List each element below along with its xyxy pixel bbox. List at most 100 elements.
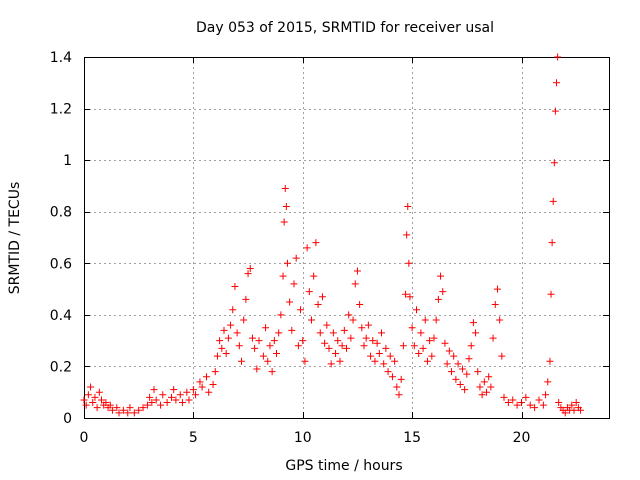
data-point <box>434 295 442 303</box>
data-point <box>268 368 276 376</box>
data-point <box>135 406 143 414</box>
data-point <box>273 350 280 358</box>
data-point <box>264 357 272 365</box>
data-point <box>336 357 344 365</box>
data-point <box>450 352 458 360</box>
data-point <box>421 316 429 324</box>
data-point <box>410 342 418 350</box>
data-point <box>314 301 322 309</box>
data-point <box>551 107 559 115</box>
data-point <box>423 357 431 365</box>
data-point <box>489 334 497 342</box>
data-point <box>157 401 165 409</box>
data-point <box>413 306 420 314</box>
data-point <box>255 337 263 345</box>
data-point <box>227 321 235 329</box>
data-point <box>349 316 357 324</box>
data-point <box>437 272 445 280</box>
data-point <box>211 368 219 376</box>
data-point <box>550 159 558 167</box>
data-point <box>395 391 403 399</box>
data-point <box>95 388 103 396</box>
x-tick-label: 15 <box>403 430 421 446</box>
data-point <box>279 272 287 280</box>
data-point <box>216 337 224 345</box>
data-point <box>568 401 576 409</box>
data-point <box>238 357 245 365</box>
data-point <box>577 406 585 414</box>
data-point <box>572 399 580 407</box>
data-point <box>259 352 267 360</box>
data-point <box>139 404 147 412</box>
data-point <box>244 270 252 278</box>
data-point <box>203 373 210 381</box>
data-point <box>373 339 381 347</box>
data-point <box>522 393 530 401</box>
data-point <box>487 383 495 391</box>
data-point <box>262 324 270 332</box>
data-point <box>467 342 475 350</box>
data-point <box>224 334 232 342</box>
data-point <box>498 352 506 360</box>
data-point <box>480 378 488 386</box>
grid <box>84 57 609 418</box>
data-point <box>185 396 193 404</box>
data-point <box>375 350 383 358</box>
y-axis-label: SRMTID / TECUs <box>7 182 23 295</box>
data-point <box>419 344 427 352</box>
data-point <box>439 288 447 296</box>
data-point <box>130 409 138 417</box>
data-point <box>119 406 127 414</box>
data-point <box>369 337 377 345</box>
data-point <box>391 357 399 365</box>
data-point <box>478 391 486 399</box>
data-point <box>159 391 167 399</box>
data-point <box>378 329 385 337</box>
data-point <box>432 316 440 324</box>
data-point <box>553 79 560 87</box>
data-point <box>500 393 508 401</box>
data-point <box>297 306 305 314</box>
data-point <box>548 239 556 247</box>
data-point <box>388 373 396 381</box>
data-point <box>327 360 335 368</box>
data-point <box>220 326 228 334</box>
data-point <box>178 399 186 407</box>
data-point <box>542 391 550 399</box>
data-point <box>189 386 197 394</box>
data-point <box>163 399 171 407</box>
data-point <box>351 280 359 288</box>
data-point <box>305 288 313 296</box>
y-tick-label: 0.2 <box>50 359 72 375</box>
data-point <box>426 337 434 345</box>
data-point <box>491 301 499 309</box>
data-point <box>98 396 105 404</box>
data-point <box>218 344 226 352</box>
data-point <box>386 352 394 360</box>
data-point <box>485 373 493 381</box>
data-point <box>176 391 184 399</box>
data-point <box>415 350 423 358</box>
data-point <box>213 352 221 360</box>
data-point <box>283 259 291 267</box>
data-point <box>472 329 480 337</box>
data-point <box>198 383 206 391</box>
data-point <box>456 380 464 388</box>
data-point <box>84 391 92 399</box>
data-point <box>251 344 259 352</box>
data-point <box>143 401 151 409</box>
data-point <box>292 254 300 262</box>
data-point <box>253 365 261 373</box>
data-point <box>172 396 180 404</box>
data-point <box>555 399 563 407</box>
y-tick-label: 1.4 <box>50 50 72 66</box>
data-point <box>539 401 547 409</box>
data-point <box>340 326 348 334</box>
data-point <box>248 334 256 342</box>
data-point <box>318 293 326 301</box>
data-point <box>465 355 473 363</box>
data-point <box>183 388 191 396</box>
data-point <box>87 383 95 391</box>
data-point <box>544 378 552 386</box>
